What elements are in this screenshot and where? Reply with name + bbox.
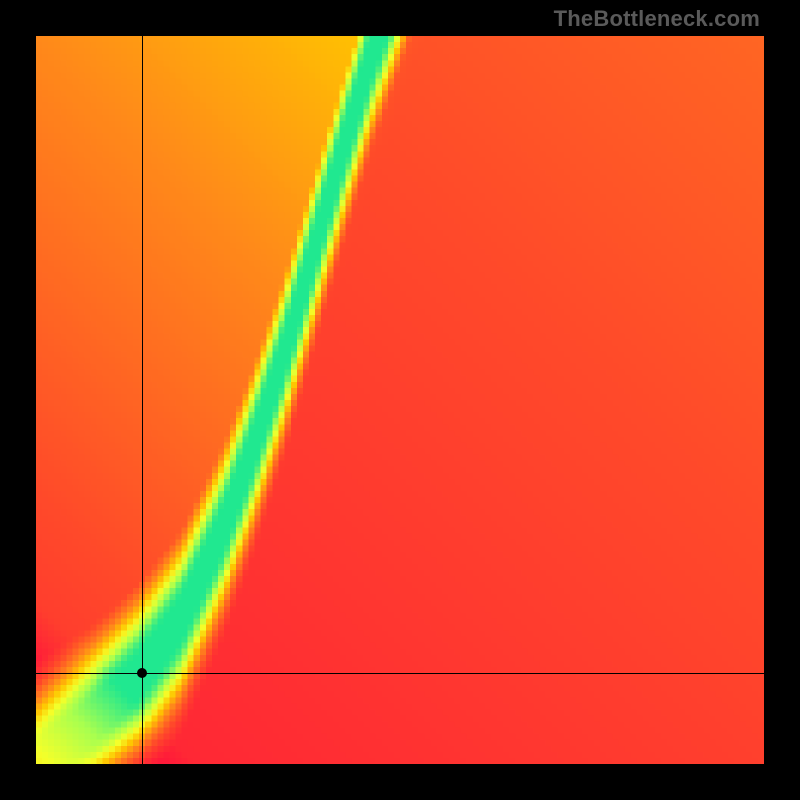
crosshair-vertical bbox=[142, 36, 143, 764]
crosshair-marker bbox=[137, 668, 147, 678]
watermark-text: TheBottleneck.com bbox=[554, 6, 760, 32]
bottleneck-heatmap bbox=[36, 36, 764, 764]
heatmap-canvas bbox=[36, 36, 764, 764]
